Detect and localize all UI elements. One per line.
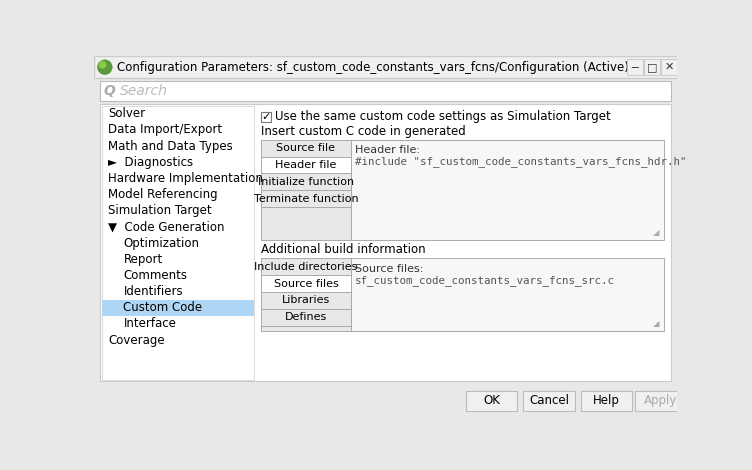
Text: Cancel: Cancel [529,394,569,407]
Bar [102,106,253,380]
Text: Model Referencing: Model Referencing [108,188,217,201]
Text: ─: ─ [632,62,638,72]
Text: □: □ [647,62,657,72]
Text: ✕: ✕ [664,62,674,72]
Text: Header file: Header file [275,160,337,170]
Text: Simulation Target: Simulation Target [108,204,211,217]
Text: Interface: Interface [123,317,176,330]
Bar [350,258,665,331]
Text: Identifiers: Identifiers [123,285,183,298]
Bar [523,391,575,411]
Bar [262,207,350,240]
Text: Include directories: Include directories [254,262,358,272]
Text: ►  Diagnostics: ► Diagnostics [108,156,193,169]
Text: Coverage: Coverage [108,334,165,347]
Bar [100,104,671,381]
Bar [100,81,671,101]
Bar [262,258,350,275]
Bar [262,309,350,326]
Circle shape [99,62,105,68]
Text: Q: Q [104,84,115,98]
Bar [635,391,686,411]
Bar [102,300,253,316]
Bar [350,140,665,240]
Text: Comments: Comments [123,269,187,282]
Bar [262,326,350,331]
Bar [644,60,660,75]
Text: Initialize function: Initialize function [258,177,354,187]
Text: Data Import/Export: Data Import/Export [108,124,222,136]
Bar [262,275,350,292]
Text: Source file: Source file [277,143,335,153]
Bar [661,60,677,75]
Text: Insert custom C code in generated: Insert custom C code in generated [262,125,466,138]
Bar [262,157,350,173]
Text: sf_custom_code_constants_vars_fcns_src.c: sf_custom_code_constants_vars_fcns_src.c [355,275,615,286]
Bar [262,190,350,207]
Bar [253,104,254,381]
Text: Configuration Parameters: sf_custom_code_constants_vars_fcns/Configuration (Acti: Configuration Parameters: sf_custom_code… [117,61,629,74]
Text: Source files: Source files [274,279,338,289]
Bar [262,173,350,190]
Text: Help: Help [593,394,620,407]
Bar [262,112,271,122]
Text: Source files:: Source files: [355,264,423,274]
Text: Report: Report [123,253,162,266]
Text: Header file:: Header file: [355,145,420,155]
Text: Terminate function: Terminate function [253,194,358,204]
Text: Apply: Apply [644,394,678,407]
Text: Libraries: Libraries [282,296,330,306]
Text: Custom Code: Custom Code [123,301,202,314]
Text: ◢: ◢ [653,319,660,328]
Bar [262,292,350,309]
Text: ✓: ✓ [262,112,271,122]
Bar [627,60,643,75]
Bar [94,56,677,78]
Bar [581,391,632,411]
Text: #include "sf_custom_code_constants_vars_fcns_hdr.h": #include "sf_custom_code_constants_vars_… [355,157,687,167]
Bar [94,384,677,418]
Text: Hardware Implementation: Hardware Implementation [108,172,263,185]
Text: OK: OK [483,394,500,407]
Bar [466,391,517,411]
Bar [262,140,350,157]
Text: Use the same custom code settings as Simulation Target: Use the same custom code settings as Sim… [275,110,611,123]
Text: Math and Data Types: Math and Data Types [108,140,232,153]
Text: Defines: Defines [285,313,327,322]
Text: ◢: ◢ [653,227,660,236]
Text: Additional build information: Additional build information [262,243,426,256]
Text: ▼  Code Generation: ▼ Code Generation [108,220,224,234]
Text: Search: Search [120,84,168,98]
Circle shape [98,60,112,74]
Text: Solver: Solver [108,107,145,120]
Text: Optimization: Optimization [123,236,199,250]
